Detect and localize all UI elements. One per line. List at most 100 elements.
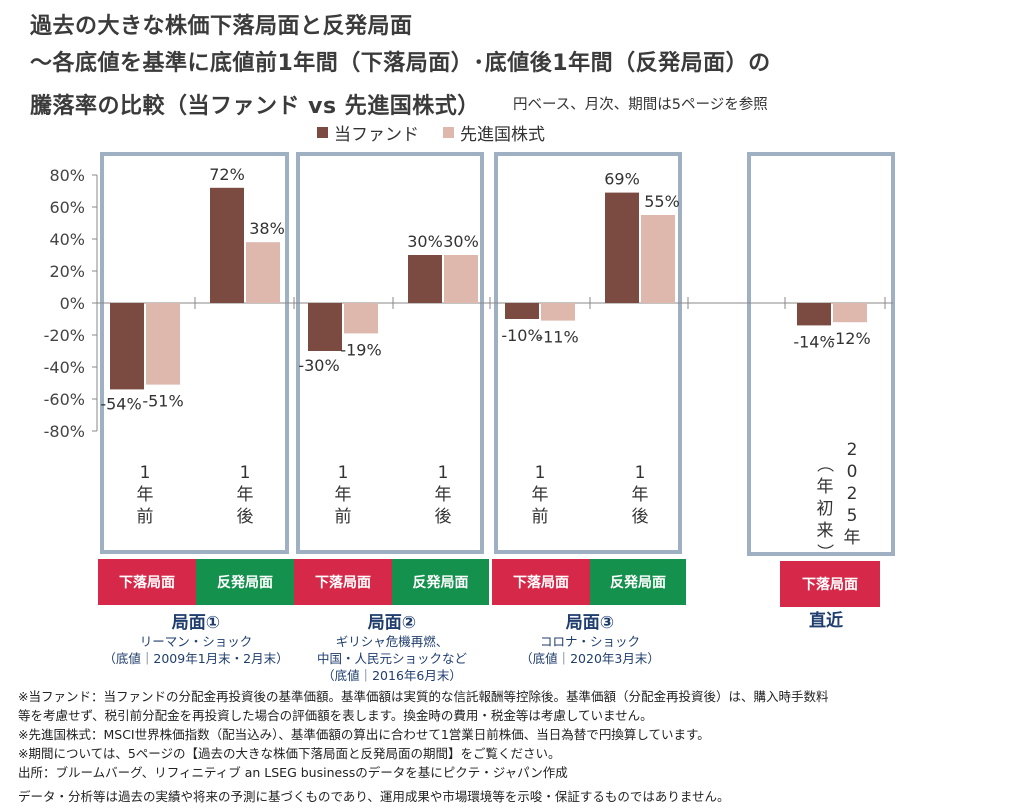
bar-fund (308, 303, 342, 351)
bar-msci (246, 242, 280, 303)
category-label-char: 1 (240, 463, 251, 483)
title-line-3: 騰落率の比較（当ファンド vs 先進国株式） (30, 94, 480, 119)
category-label-char: 年 (435, 485, 452, 505)
title-line-1: 過去の大きな株価下落局面と反発局面 (30, 14, 413, 39)
phase3-desc2: （底値｜2020年3月末） (520, 651, 660, 666)
bar-chart: 80% 60% 40% 20% 0% -20% -40% -60% -80% -54% 72% -30… (44, 152, 895, 561)
subtitle-note: 円ベース、月次、期間は5ページを参照 (513, 97, 768, 113)
phase-frame-1 (100, 152, 289, 554)
category-label-char: 1 (535, 463, 546, 483)
category-label-char: 1 (338, 463, 349, 483)
phase3-caption: 局面③ コロナ・ショック （底値｜2020年3月末） (490, 608, 690, 667)
bar-msci (641, 215, 675, 303)
data-label-fund: -14% (793, 332, 834, 351)
recent-caption: 直近 (776, 606, 876, 631)
phase1-decline-label: 下落局面 (98, 559, 196, 605)
data-label-msci: -19% (340, 340, 381, 359)
phase-frame-4 (747, 152, 895, 556)
footnote-3: ※先進国株式：MSCI世界株価指数（配当込み）、基準価額の算出に合わせて1営業日… (18, 727, 710, 742)
phase1-name: 局面① (171, 613, 221, 633)
category-label-char: 年 (237, 485, 254, 505)
phase3-rebound-label: 反発局面 (590, 559, 686, 605)
phase1-caption: 局面① リーマン・ショック （底値｜2009年1月末・2月末） (96, 608, 296, 667)
title-line-2: ～各底値を基準に底値前1年間（下落局面）･底値後1年間（反発局面）の (30, 51, 771, 76)
footnote-2: 等を考慮せず、税引前分配金を再投資した場合の評価額を表します。換金時の費用・税金… (18, 708, 653, 723)
phase1-rebound-label: 反発局面 (196, 559, 294, 605)
phase2-caption: 局面② ギリシャ危機再燃、 中国・人民元ショックなど （底値｜2016年6月末） (292, 608, 492, 684)
category-label-char: 年 (335, 485, 352, 505)
bar-fund (210, 187, 244, 303)
category-label-char: 0 (847, 462, 858, 482)
data-label-msci: 30% (443, 232, 479, 251)
category-label-char: 1 (140, 463, 151, 483)
legend-swatch-msci (443, 127, 454, 138)
phase2-desc3: （底値｜2016年6月末） (322, 668, 462, 683)
phase3-decline-label: 下落局面 (492, 559, 590, 605)
data-label-fund: 72% (209, 165, 245, 184)
bar-fund (505, 303, 539, 319)
category-label-char: 後 (237, 507, 254, 527)
y-tick-label: 60% (49, 198, 85, 217)
phase2-name: 局面② (367, 613, 417, 633)
data-label-fund: -54% (100, 394, 141, 413)
category-label-char: 後 (632, 507, 649, 527)
footnote-4: ※期間については、5ページの【過去の大きな株価下落局面と反発局面の期間】をご覧く… (18, 746, 561, 761)
category-label-char: 2 (847, 440, 858, 460)
data-label-msci: -51% (142, 392, 183, 411)
category-label-char: 年 (632, 485, 649, 505)
bar-msci (444, 255, 478, 303)
bar-fund (605, 192, 639, 303)
bar-msci (833, 303, 867, 323)
phase2-decline-label: 下落局面 (294, 559, 392, 605)
category-label-char: 年 (844, 528, 861, 548)
ytd-label-char: （ (814, 456, 834, 473)
category-label-char: 年 (532, 485, 549, 505)
y-tick-label: 40% (49, 230, 85, 249)
phase1-desc2: （底値｜2009年1月末・2月末） (103, 651, 289, 666)
recent-name: 直近 (809, 611, 843, 631)
bar-msci (541, 303, 575, 321)
category-label-char: 2 (847, 484, 858, 504)
data-label-fund: -10% (501, 326, 542, 345)
footnote-6: データ・分析等は過去の実績や将来の予測に基づくものであり、運用成果や市場環境等を… (18, 789, 730, 804)
ytd-label-char: 初 (817, 499, 834, 519)
phase3-name: 局面③ (565, 613, 615, 633)
ytd-label-char: 年 (817, 477, 834, 497)
legend: 当ファンド 先進国株式 (317, 120, 545, 145)
legend-item-msci: 先進国株式 (443, 120, 545, 145)
y-tick-label: -40% (44, 358, 85, 377)
footnote-1: ※当ファンド：当ファンドの分配金再投資後の基準価額。基準価額は実質的な信託報酬等… (18, 689, 829, 704)
legend-swatch-fund (317, 127, 328, 138)
data-label-fund: -30% (298, 356, 339, 375)
data-label-msci: 55% (644, 192, 680, 211)
category-label-char: 5 (847, 506, 858, 526)
ytd-label-char: 来 (817, 521, 834, 541)
y-tick-label: -80% (44, 422, 85, 441)
legend-label-fund: 当ファンド (334, 125, 419, 145)
ytd-label-char: ） (814, 544, 834, 561)
y-tick-label: -60% (44, 390, 85, 409)
data-label-fund: 69% (604, 170, 640, 189)
y-tick-label: 20% (49, 262, 85, 281)
phase-frame-2 (296, 152, 484, 554)
recent-decline-label: 下落局面 (780, 561, 880, 607)
data-label-msci: 38% (249, 219, 285, 238)
category-label-char: 1 (438, 463, 449, 483)
phase2-desc2: 中国・人民元ショックなど (316, 651, 467, 666)
category-label-char: 1 (635, 463, 646, 483)
footnote-5: 出所：ブルームバーグ、リフィニティブ an LSEG businessのデータを… (18, 765, 568, 780)
bar-msci (146, 303, 180, 385)
data-label-fund: 30% (407, 232, 443, 251)
y-tick-label: 80% (49, 166, 85, 185)
data-label-msci: -12% (829, 329, 870, 348)
category-label-char: 年 (137, 485, 154, 505)
category-label-char: 前 (532, 507, 549, 527)
category-label-char: 前 (137, 507, 154, 527)
bar-fund (110, 303, 144, 390)
legend-label-msci: 先進国株式 (460, 125, 545, 145)
phase2-rebound-label: 反発局面 (392, 559, 489, 605)
y-tick-label: -20% (44, 326, 85, 345)
bar-fund (408, 255, 442, 303)
y-tick-label: 0% (60, 294, 85, 313)
data-label-msci: -11% (537, 328, 578, 347)
